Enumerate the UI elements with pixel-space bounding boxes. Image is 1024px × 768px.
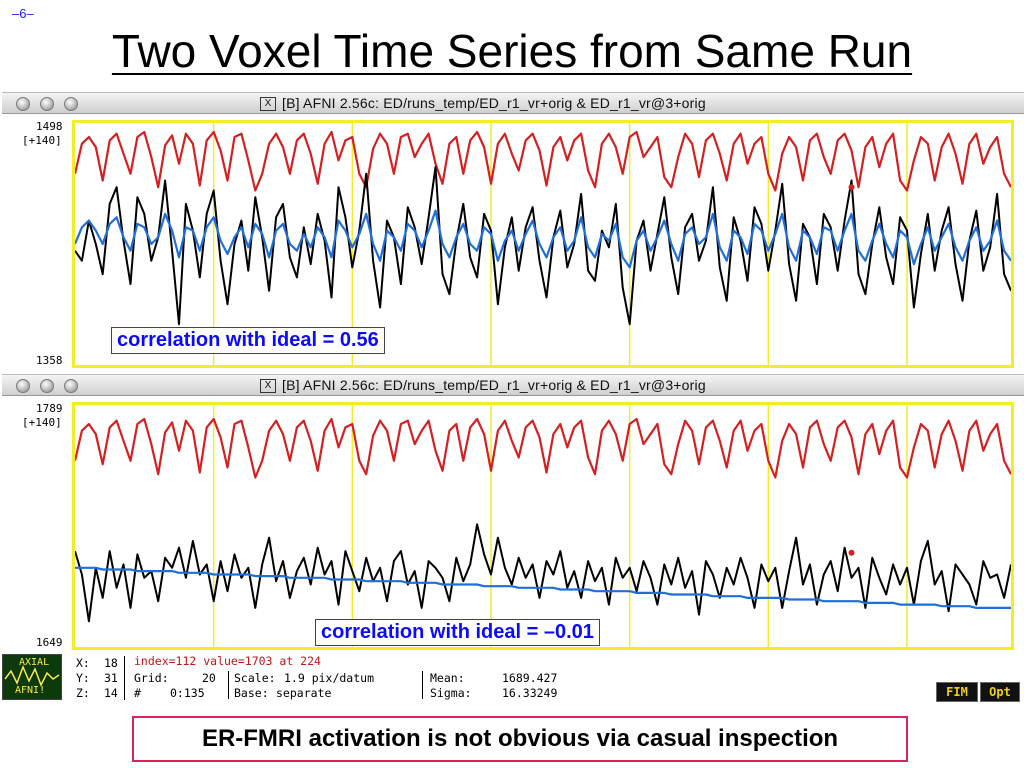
x-coord-value: 18 <box>104 656 118 670</box>
grid-value: 20 <box>202 671 216 685</box>
index-readout: index=112 value=1703 at 224 <box>134 654 321 668</box>
z-coord-label: Z: <box>76 686 90 700</box>
x-coord-label: X: <box>76 656 90 670</box>
slide-number: –6– <box>12 6 34 21</box>
correlation-label: correlation with ideal = 0.56 <box>111 327 385 354</box>
close-traffic-light-icon[interactable] <box>16 97 30 111</box>
y-coord-value: 31 <box>104 671 118 685</box>
axial-view-button[interactable]: AXIAL AFNI! <box>2 654 62 700</box>
base-value: separate <box>276 686 332 700</box>
afni-label: AFNI! <box>15 685 46 696</box>
plot-svg <box>75 405 1011 647</box>
page-title: Two Voxel Time Series from Same Run <box>111 25 913 77</box>
mean-label: Mean: <box>430 671 465 685</box>
x-close-icon[interactable]: X <box>260 97 276 112</box>
mean-value: 1689.427 <box>502 671 558 685</box>
time-series-plot[interactable]: correlation with ideal = 0.56 <box>72 120 1014 368</box>
ideal-series-line <box>75 130 1011 192</box>
z-coord-value: 14 <box>104 686 118 700</box>
minimize-traffic-light-icon[interactable] <box>40 379 54 393</box>
window-title: X [B] AFNI 2.56c: ED/runs_temp/ED_r1_vr+o… <box>260 377 706 394</box>
zoom-traffic-light-icon[interactable] <box>64 379 78 393</box>
ideal-series-line <box>75 417 1011 479</box>
y-max-label: 1789 <box>36 402 63 415</box>
grid-label: Grid: <box>134 671 169 685</box>
correlation-label: correlation with ideal = –0.01 <box>315 619 600 646</box>
data-series-line <box>75 523 1011 623</box>
fit-series-line <box>75 566 1011 609</box>
minimize-traffic-light-icon[interactable] <box>40 97 54 111</box>
fit-series-line <box>75 209 1011 269</box>
window-title-text: [B] AFNI 2.56c: ED/runs_temp/ED_r1_vr+or… <box>282 95 706 111</box>
y-min-label: 1358 <box>36 354 63 367</box>
sigma-value: 16.33249 <box>502 686 558 700</box>
base-label: Base: <box>234 686 269 700</box>
y-coord-label: Y: <box>76 671 90 685</box>
y-max-label: 1498 <box>36 120 63 133</box>
divider <box>228 671 229 699</box>
x-close-icon[interactable]: X <box>260 379 276 394</box>
divider <box>124 656 125 700</box>
opt-button[interactable]: Opt <box>980 682 1020 702</box>
scale-value: 1.9 pix/datum <box>284 671 375 685</box>
afni-graph-window-1: X [B] AFNI 2.56c: ED/runs_temp/ED_r1_vr+o… <box>0 92 1024 372</box>
fim-button[interactable]: FIM <box>936 682 978 702</box>
close-traffic-light-icon[interactable] <box>16 379 30 393</box>
window-title: X [B] AFNI 2.56c: ED/runs_temp/ED_r1_vr+o… <box>260 95 706 112</box>
time-series-plot[interactable]: correlation with ideal = –0.01 <box>72 402 1014 650</box>
y-min-label: 1649 <box>36 636 63 649</box>
scale-label: Scale: <box>234 671 276 685</box>
plot-svg <box>75 123 1011 365</box>
caption-box: ER-FMRI activation is not obvious via ca… <box>132 716 908 762</box>
status-panel: AXIAL AFNI! X: 18 Y: 31 Z: 14 index=112 … <box>0 652 1024 702</box>
hash-label: # <box>134 686 141 700</box>
afni-graph-window-2: X [B] AFNI 2.56c: ED/runs_temp/ED_r1_vr+o… <box>0 374 1024 652</box>
zoom-traffic-light-icon[interactable] <box>64 97 78 111</box>
window-titlebar[interactable]: X [B] AFNI 2.56c: ED/runs_temp/ED_r1_vr+o… <box>2 92 1024 114</box>
current-index-marker <box>848 184 855 191</box>
y-range-label: [+140] <box>22 416 62 429</box>
hash-value: 0:135 <box>170 686 205 700</box>
window-titlebar[interactable]: X [B] AFNI 2.56c: ED/runs_temp/ED_r1_vr+o… <box>2 374 1024 396</box>
brain-wave-icon <box>4 664 60 687</box>
divider <box>422 671 423 699</box>
current-index-marker <box>848 549 855 556</box>
axial-label: AXIAL <box>19 657 50 668</box>
y-range-label: [+140] <box>22 134 62 147</box>
window-title-text: [B] AFNI 2.56c: ED/runs_temp/ED_r1_vr+or… <box>282 377 706 393</box>
sigma-label: Sigma: <box>430 686 472 700</box>
